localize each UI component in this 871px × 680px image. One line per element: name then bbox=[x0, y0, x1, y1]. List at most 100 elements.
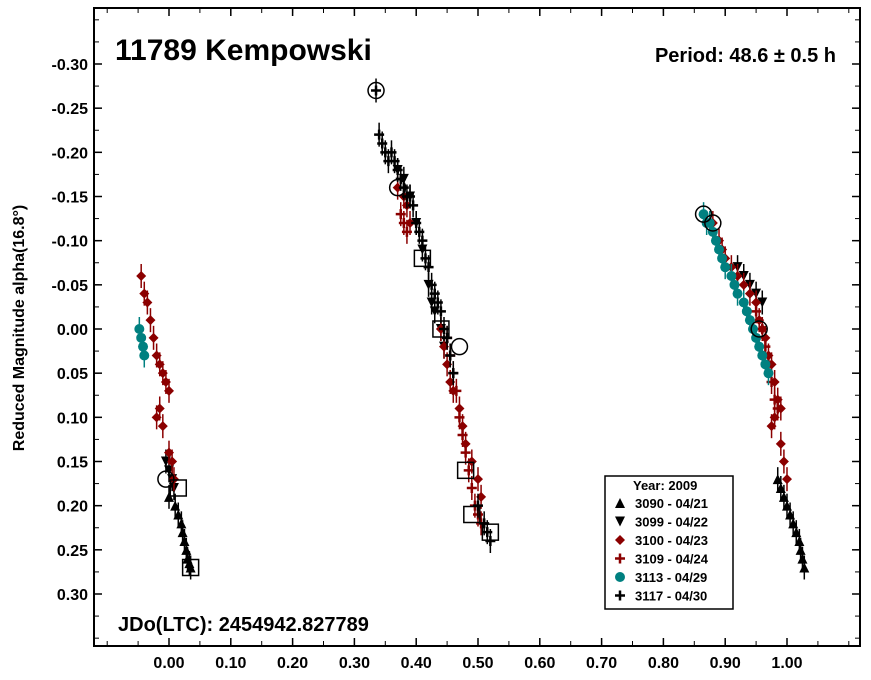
x-tick-label: 1.00 bbox=[771, 655, 802, 672]
open-square-marker bbox=[413, 249, 432, 268]
data-point bbox=[451, 385, 462, 396]
data-point bbox=[157, 421, 168, 432]
x-tick-label: 0.60 bbox=[524, 655, 555, 672]
data-point bbox=[164, 491, 174, 502]
data-point bbox=[738, 279, 749, 290]
open-square-marker bbox=[169, 479, 188, 497]
data-point bbox=[454, 412, 465, 423]
open-square-marker bbox=[181, 558, 200, 577]
legend: Year: 2009 3090 - 04/21 3099 - 04/22 3100 … bbox=[604, 475, 734, 610]
y-tick-label: -0.30 bbox=[52, 57, 89, 74]
data-point bbox=[139, 350, 150, 361]
legend-entry-label: 3100 - 04/23 bbox=[635, 533, 708, 548]
data-point bbox=[435, 306, 446, 317]
data-point bbox=[460, 447, 471, 458]
data-point bbox=[176, 518, 187, 529]
data-point bbox=[445, 350, 456, 361]
axis-ticks: 0.00 0.10 0.20 0.30 0.40 0.50 0.60 0.70 0.80 0.90… bbox=[52, 8, 860, 672]
data-point bbox=[167, 456, 178, 467]
data-point bbox=[775, 438, 786, 449]
legend-entry-label: 3090 - 04/21 bbox=[635, 496, 708, 511]
open-square-marker bbox=[432, 320, 450, 338]
y-tick-label: 0.10 bbox=[57, 410, 88, 427]
y-axis-label: Reduced Magnitude alpha(16.8°) bbox=[11, 205, 28, 451]
y-tick-label: -0.20 bbox=[52, 145, 89, 162]
series-3113 bbox=[134, 202, 774, 386]
legend-marker bbox=[615, 553, 625, 564]
legend-entries: 3090 - 04/21 3099 - 04/22 3100 - 04/23 3109… bbox=[615, 496, 709, 604]
y-tick-label: -0.10 bbox=[52, 234, 89, 251]
data-point bbox=[744, 288, 755, 299]
open-square-marker bbox=[481, 523, 500, 541]
y-tick-label: 0.00 bbox=[57, 322, 88, 339]
legend-marker bbox=[615, 590, 625, 601]
data-point bbox=[778, 456, 789, 467]
data-point bbox=[799, 562, 810, 573]
data-point bbox=[485, 536, 496, 546]
data-point bbox=[473, 500, 483, 511]
data-point bbox=[766, 421, 777, 432]
y-tick-label: -0.05 bbox=[52, 278, 89, 295]
chart-title: 11789 Kempowski bbox=[115, 34, 372, 67]
x-tick-label: 0.10 bbox=[215, 655, 246, 672]
data-point bbox=[757, 297, 768, 308]
data-point bbox=[794, 536, 805, 546]
open-circle-marker bbox=[367, 81, 385, 100]
data-point bbox=[138, 341, 149, 352]
data-point bbox=[417, 235, 428, 246]
series-3090 bbox=[164, 467, 810, 580]
x-tick-label: 0.40 bbox=[401, 655, 432, 672]
legend-marker bbox=[615, 535, 625, 545]
y-tick-label: -0.25 bbox=[52, 101, 89, 118]
x-tick-label: 0.30 bbox=[339, 655, 370, 672]
data-point bbox=[148, 332, 159, 343]
data-point bbox=[466, 483, 477, 493]
open-square-marker bbox=[463, 505, 481, 524]
x-tick-label: 0.80 bbox=[648, 655, 679, 672]
legend-title: Year: 2009 bbox=[633, 478, 697, 493]
data-point bbox=[720, 262, 731, 273]
legend-marker bbox=[615, 572, 625, 582]
period-label: Period: 48.6 ± 0.5 h bbox=[655, 45, 836, 67]
data-point bbox=[408, 200, 419, 211]
data-point bbox=[751, 306, 762, 317]
legend-marker bbox=[615, 516, 625, 527]
data-point bbox=[185, 562, 196, 573]
data-point bbox=[423, 262, 434, 273]
x-tick-label: 0.90 bbox=[710, 655, 741, 672]
data-point bbox=[463, 465, 474, 476]
legend-entry-label: 3099 - 04/22 bbox=[635, 515, 708, 530]
data-point bbox=[473, 474, 483, 485]
x-tick-label: 0.70 bbox=[586, 655, 617, 672]
data-point bbox=[782, 474, 792, 485]
data-point bbox=[757, 324, 768, 334]
data-point bbox=[136, 332, 147, 343]
open-circle-marker bbox=[704, 214, 722, 232]
open-circle-marker bbox=[388, 178, 407, 197]
data-point bbox=[763, 368, 774, 379]
data-point bbox=[142, 297, 153, 308]
y-tick-label: 0.30 bbox=[57, 587, 88, 604]
y-tick-label: 0.25 bbox=[57, 543, 88, 560]
x-tick-label: 0.20 bbox=[277, 655, 308, 672]
y-tick-label: 0.15 bbox=[57, 455, 88, 472]
legend-marker bbox=[615, 498, 625, 508]
y-tick-label: 0.05 bbox=[57, 366, 88, 383]
data-point bbox=[145, 315, 156, 326]
data-point bbox=[448, 368, 459, 379]
data-point bbox=[772, 403, 783, 414]
x-tick-label: 0.00 bbox=[153, 655, 184, 672]
legend-entry-label: 3113 - 04/29 bbox=[635, 570, 707, 585]
data-point bbox=[164, 385, 174, 396]
data-points bbox=[134, 78, 810, 580]
open-circle-marker bbox=[694, 205, 713, 223]
open-square-marker bbox=[456, 461, 475, 480]
legend-entry-label: 3117 - 04/30 bbox=[635, 589, 707, 604]
data-point bbox=[136, 271, 147, 281]
legend-entry-label: 3109 - 04/24 bbox=[635, 552, 709, 567]
plot-frame bbox=[93, 7, 861, 647]
open-circle-marker bbox=[450, 337, 469, 356]
data-point bbox=[401, 226, 412, 237]
